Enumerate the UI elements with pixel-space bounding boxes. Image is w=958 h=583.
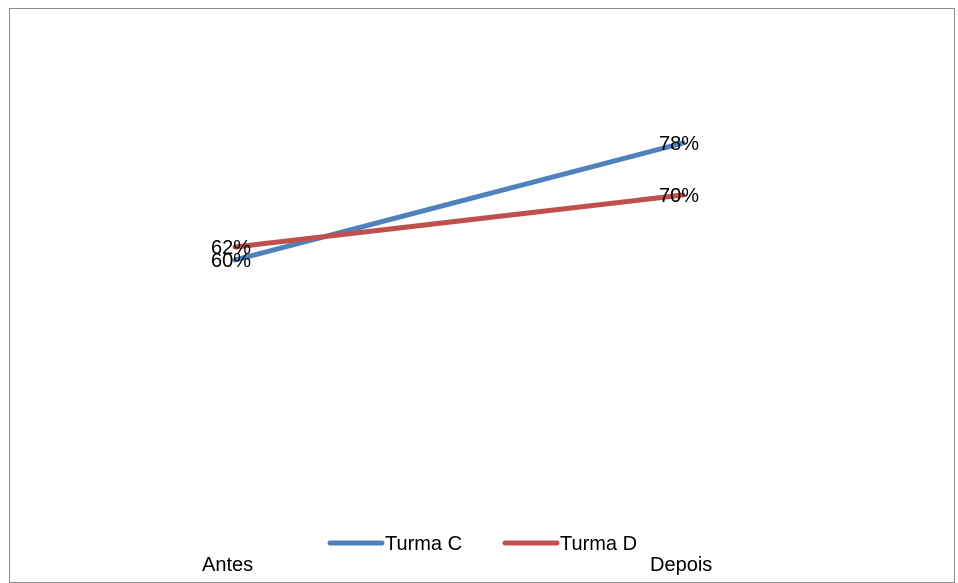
series-line-turma-d: [232, 192, 686, 250]
data-label-turma-d-1: 70%: [659, 185, 699, 207]
legend-label-turma-d: Turma D: [560, 533, 637, 555]
series-layer: [232, 140, 686, 263]
legend-label-turma-c: Turma C: [385, 533, 462, 555]
data-label-turma-d-0: 62%: [211, 237, 251, 259]
data-label-turma-c-0: 60%: [211, 250, 251, 272]
chart-frame: [9, 8, 955, 583]
x-tick-label-1: Depois: [650, 554, 712, 576]
legend: Turma C Turma D: [327, 533, 637, 555]
data-label-layer: 60% 78% 62% 70%: [211, 133, 699, 272]
x-axis-ticks: Antes Depois: [202, 554, 712, 576]
legend-item-turma-d: Turma D: [502, 533, 637, 555]
data-label-turma-c-1: 78%: [659, 133, 699, 155]
legend-item-turma-c: Turma C: [327, 533, 462, 555]
x-tick-label-0: Antes: [202, 554, 253, 576]
